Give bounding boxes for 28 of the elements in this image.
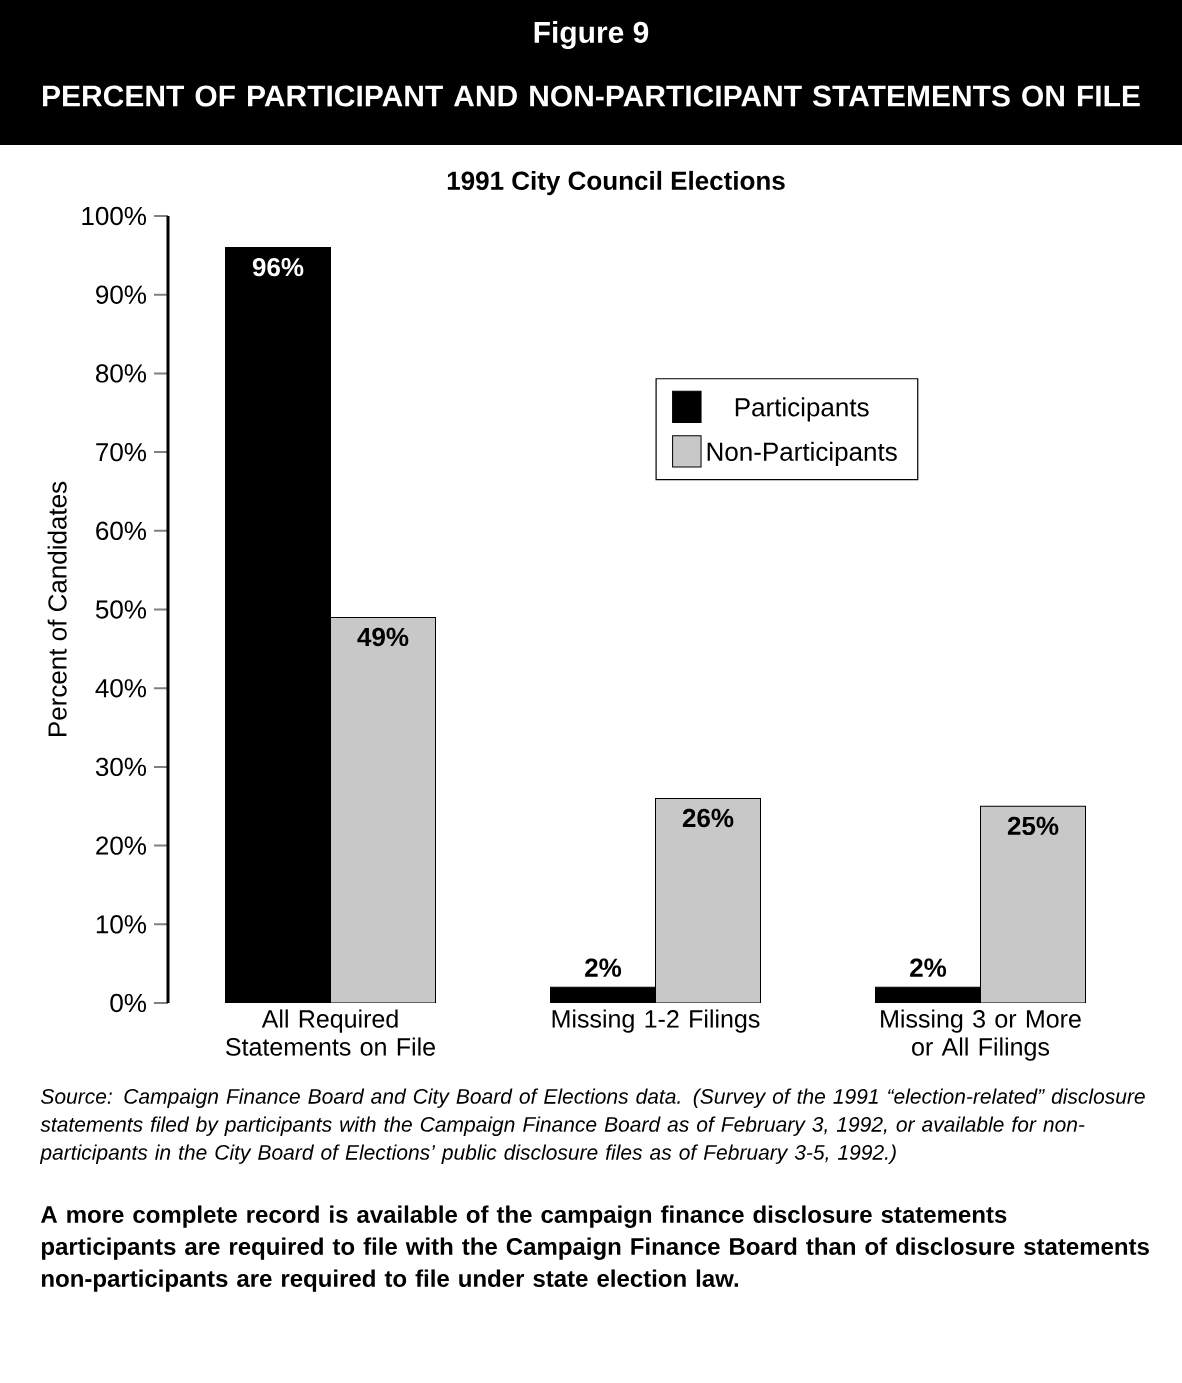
y-tick-label: 100% [82, 206, 147, 226]
data-label: 2% [910, 958, 947, 977]
x-tick-label: Missing 1-2 Filings [552, 1009, 760, 1033]
text: 1991 City Council Elections [447, 170, 785, 196]
legend-label: Non-Participants [707, 441, 897, 467]
y-tick-label: 70% [96, 442, 147, 462]
y-tick-label: 50% [95, 600, 147, 619]
y-axis-title: Percent of Candidates [47, 481, 67, 737]
y-tick-label: 40% [95, 679, 147, 698]
x-tick-label: All Required Statements on File [226, 1009, 435, 1056]
legend-label: Participants [735, 397, 869, 422]
y-tick-label: 20% [96, 836, 147, 855]
data-label: 26% [682, 808, 734, 828]
y-tick-label: 80% [96, 364, 147, 383]
y-tick-label: 10% [96, 915, 147, 934]
x-tick-label: Missing 3 or More or All Filings [881, 1009, 1081, 1061]
y-tick-label: 60% [96, 521, 147, 541]
data-label: 96% [252, 257, 304, 277]
chart-title: Figure 9 [534, 20, 649, 50]
text: A more complete record is available of the campaign finance disclosure statements participants are required to file with the Campaign Finance Board than of disclosure statements non-participants are required to file under state election law. [41, 1205, 1149, 1292]
y-tick-label: 30% [95, 757, 147, 777]
chart-subtitle: PERCENT OF PARTICIPANT AND NON-PARTICIPANT STATEMENTS ON FILE [43, 85, 1140, 107]
data-label: 2% [585, 958, 622, 977]
source-note: Source: Campaign Finance Board and City Board of Elections data. (Survey of the 1991 “election-related” disclosure statements filed by participants with the Campaign Finance Board as of February 3, 1992, or available for non-participants in the City Board of Elections’ public disclosure files as of February 3-5, 1992.) [39, 1088, 1145, 1164]
data-label: 25% [1007, 816, 1059, 836]
y-tick-label: 90% [96, 285, 147, 304]
y-tick-label: 0% [110, 993, 147, 1013]
data-label: 49% [357, 627, 409, 647]
